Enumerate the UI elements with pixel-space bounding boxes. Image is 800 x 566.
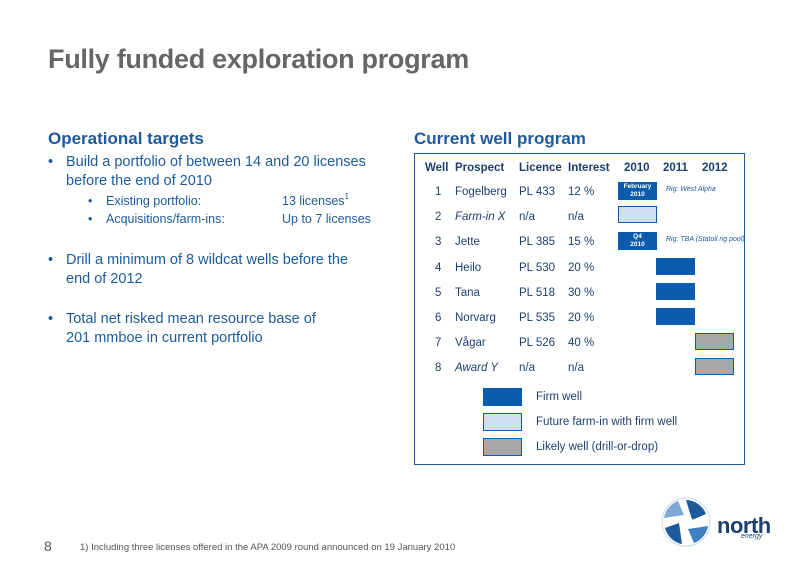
row-7-licence: PL 526 — [519, 337, 556, 349]
row-5-bar-firm — [656, 283, 695, 300]
row-2-well: 2 — [435, 211, 442, 223]
well-program-panel — [414, 153, 745, 465]
row-4-bar-firm — [656, 258, 695, 275]
bullet-portfolio: • Build a portfolio of between 14 and 20… — [48, 154, 366, 189]
header-2012: 2012 — [702, 162, 728, 174]
row-8-bar-likely — [695, 358, 734, 375]
header-2011: 2011 — [663, 162, 688, 174]
row-3-licence: PL 385 — [519, 236, 556, 248]
row-1-licence: PL 433 — [519, 186, 556, 198]
existing-value: 13 licenses1 — [282, 192, 349, 208]
legend-label-likely: Likely well (drill-or-drop) — [536, 441, 659, 453]
row-6-prospect: Norvarg — [455, 312, 496, 324]
row-4-well: 4 — [435, 262, 442, 274]
row-6-bar-firm — [656, 308, 695, 325]
row-1-rig-note: Rig: West Alpha — [666, 186, 716, 193]
row-4-licence: PL 530 — [519, 262, 556, 274]
row-1-interest: 12 % — [568, 186, 595, 198]
page-title: Fully funded exploration program — [48, 44, 469, 74]
row-1-timing-tag: February 2010 — [618, 182, 657, 200]
row-8-interest: n/a — [568, 362, 584, 374]
bullet-icon: • — [48, 252, 54, 268]
legend-swatch-future — [483, 413, 522, 431]
header-well: Well — [425, 162, 449, 174]
brand-name: north — [717, 513, 771, 538]
row-5-licence: PL 518 — [519, 287, 556, 299]
legend-label-future: Future farm-in with firm well — [536, 416, 678, 428]
row-3-timing-tag: Q4 2010 — [618, 232, 657, 250]
row-2-licence: n/a — [519, 211, 535, 223]
header-prospect: Prospect — [455, 162, 505, 174]
row-3-prospect: Jette — [455, 236, 480, 248]
header-licence: Licence — [519, 162, 562, 174]
bullet-icon: • — [88, 194, 93, 208]
row-6-well: 6 — [435, 312, 442, 324]
row-2-prospect: Farm-in X — [455, 211, 506, 223]
bullet-icon: • — [48, 311, 54, 327]
row-6-interest: 20 % — [568, 312, 595, 324]
bullet-wildcat: • Drill a minimum of 8 wildcat wells bef… — [48, 252, 349, 287]
row-5-prospect: Tana — [455, 287, 480, 299]
north-energy-logo-icon — [661, 497, 711, 547]
row-7-well: 7 — [435, 337, 442, 349]
bullet-resource: • Total net risked mean resource base of… — [48, 311, 316, 346]
row-7-prospect: Vågar — [455, 337, 486, 349]
row-4-prospect: Heilo — [455, 262, 482, 274]
legend-label-firm: Firm well — [536, 391, 582, 403]
current-well-program-heading: Current well program — [414, 129, 586, 148]
row-4-interest: 20 % — [568, 262, 595, 274]
row-8-prospect: Award Y — [455, 362, 499, 374]
row-5-well: 5 — [435, 287, 442, 299]
bullet-icon: • — [88, 212, 93, 226]
header-2010: 2010 — [624, 162, 650, 174]
row-7-bar-likely — [695, 333, 734, 350]
bullet-icon: • — [48, 154, 54, 170]
header-interest: Interest — [568, 162, 610, 174]
row-5-interest: 30 % — [568, 287, 595, 299]
footnote: 1) Including three licenses offered in t… — [80, 542, 456, 553]
page-number: 8 — [44, 538, 52, 554]
row-8-well: 8 — [435, 362, 442, 374]
row-6-licence: PL 535 — [519, 312, 556, 324]
row-3-interest: 15 % — [568, 236, 595, 248]
row-2-interest: n/a — [568, 211, 584, 223]
operational-targets-heading: Operational targets — [48, 129, 204, 148]
row-1-well: 1 — [435, 186, 442, 198]
row-2-bar-future — [618, 206, 657, 223]
row-3-rig-note: Rig: TBA (Statoil rig pool) — [666, 236, 745, 243]
row-7-interest: 40 % — [568, 337, 595, 349]
legend-swatch-firm — [483, 388, 522, 406]
legend-swatch-likely — [483, 438, 522, 456]
brand-subname: energy — [741, 533, 763, 540]
row-3-well: 3 — [435, 236, 442, 248]
row-8-licence: n/a — [519, 362, 535, 374]
row-1-prospect: Fogelberg — [455, 186, 507, 198]
